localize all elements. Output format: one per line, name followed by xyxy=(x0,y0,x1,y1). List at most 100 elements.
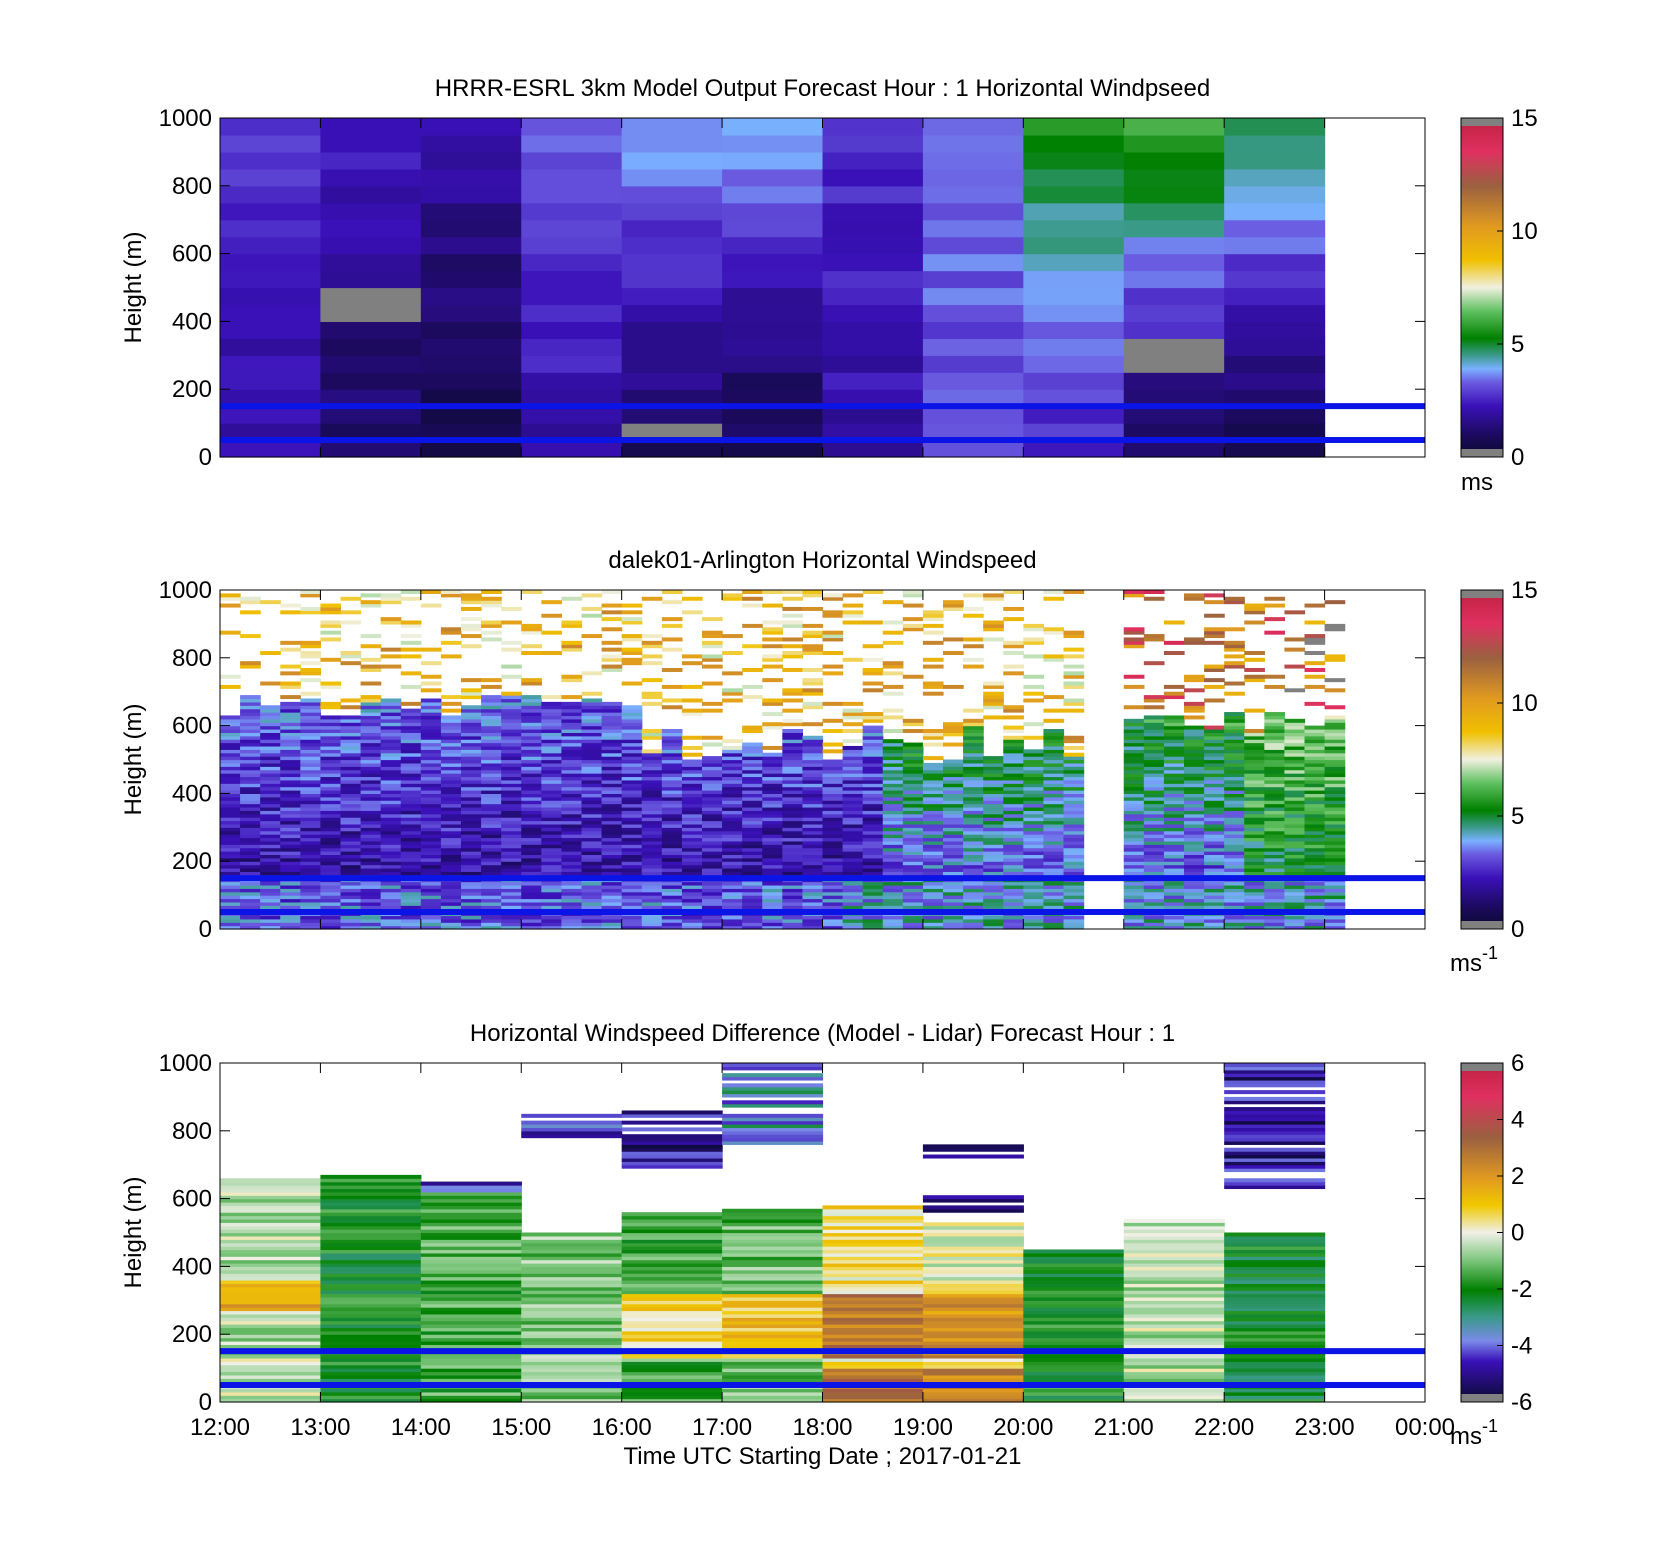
heat-cell xyxy=(1244,800,1265,805)
heat-cell xyxy=(1063,759,1085,764)
heat-cell xyxy=(501,871,522,876)
heat-cell xyxy=(1264,728,1286,733)
heat-cell xyxy=(1063,901,1085,906)
heat-cell xyxy=(581,752,603,757)
heat-cell xyxy=(400,756,422,761)
heat-cell xyxy=(702,769,723,774)
heat-cell xyxy=(541,745,563,750)
heat-cell xyxy=(541,773,563,778)
heat-cell xyxy=(300,776,322,781)
heat-cell xyxy=(842,722,864,727)
heat-cell xyxy=(822,151,924,170)
heat-cell xyxy=(983,705,1004,710)
heat-cell xyxy=(882,773,904,778)
heat-cell xyxy=(1224,861,1245,866)
heat-cell xyxy=(1244,922,1265,927)
heat-cell xyxy=(882,867,904,872)
heat-cell xyxy=(1244,803,1265,808)
heat-cell xyxy=(521,1324,623,1329)
heat-cell xyxy=(661,749,683,754)
heat-cell xyxy=(862,715,884,720)
heat-cell xyxy=(320,1340,422,1345)
heat-cell xyxy=(340,698,362,703)
heat-cell xyxy=(320,1307,422,1312)
heat-cell xyxy=(280,603,301,608)
heat-cell xyxy=(541,847,563,852)
heat-cell xyxy=(822,253,924,272)
heat-cell xyxy=(481,867,502,872)
heat-cell xyxy=(943,823,964,828)
heat-cell xyxy=(1264,813,1286,818)
heat-cell xyxy=(561,834,583,839)
heat-cell xyxy=(902,800,924,805)
heat-cell xyxy=(943,861,964,866)
heat-cell xyxy=(1063,915,1085,920)
heat-cell xyxy=(1184,745,1205,750)
heat-cell xyxy=(260,922,281,927)
heat-cell xyxy=(440,895,462,900)
heat-cell xyxy=(581,793,603,798)
heat-cell xyxy=(722,793,743,798)
heat-cell xyxy=(922,806,944,811)
heat-cell xyxy=(922,640,944,645)
heat-cell xyxy=(742,888,763,893)
heat-cell xyxy=(1123,915,1145,920)
heat-cell xyxy=(420,773,442,778)
heat-cell xyxy=(501,851,522,856)
heat-cell xyxy=(922,810,944,815)
heat-cell xyxy=(461,688,482,693)
heat-cell xyxy=(320,1188,422,1193)
heat-cell xyxy=(1264,803,1286,808)
heat-cell xyxy=(420,790,442,794)
heat-cell xyxy=(782,779,804,784)
heat-cell xyxy=(1063,810,1085,815)
heat-cell xyxy=(240,827,261,832)
heat-cell xyxy=(922,304,1024,322)
heat-cell xyxy=(641,756,663,761)
heat-cell xyxy=(1163,817,1185,822)
heat-cell xyxy=(1123,674,1145,679)
heat-cell xyxy=(1184,705,1205,710)
heat-cell xyxy=(1123,1239,1225,1244)
heat-cell xyxy=(742,823,763,828)
heat-cell xyxy=(1304,773,1326,778)
heat-cell xyxy=(1324,688,1346,693)
heat-cell xyxy=(822,810,844,815)
heat-cell xyxy=(541,881,563,886)
heat-cell xyxy=(320,623,342,628)
heat-cell xyxy=(621,1357,723,1362)
heat-cell xyxy=(822,1286,924,1291)
heat-cell xyxy=(561,695,583,700)
heat-cell xyxy=(722,1398,824,1403)
heat-cell xyxy=(681,708,703,713)
heat-cell xyxy=(561,732,583,737)
heat-cell xyxy=(1123,905,1145,910)
heat-cell xyxy=(1043,840,1065,845)
heat-cell xyxy=(1003,793,1024,798)
heat-cell xyxy=(260,884,281,889)
heat-cell xyxy=(521,1127,623,1132)
heat-cell xyxy=(943,871,964,876)
heat-cell xyxy=(842,823,864,828)
heat-cell xyxy=(922,1290,1024,1295)
heat-cell xyxy=(1163,773,1185,778)
heat-cell xyxy=(1304,769,1326,774)
heat-cell xyxy=(320,1215,422,1220)
heat-cell xyxy=(842,820,864,825)
heat-cell xyxy=(922,881,944,886)
heat-cell xyxy=(581,810,603,815)
heat-cell xyxy=(762,603,783,608)
heat-cell xyxy=(220,1340,322,1345)
heat-cell xyxy=(601,857,623,862)
heat-cell xyxy=(240,834,261,839)
heat-cell xyxy=(1063,674,1085,679)
heat-cell xyxy=(1224,790,1245,794)
heat-cell xyxy=(461,800,482,805)
heat-cell xyxy=(621,820,643,825)
heat-cell xyxy=(842,854,864,859)
heat-cell xyxy=(320,844,342,849)
heat-cell xyxy=(1023,837,1045,842)
heat-cell xyxy=(762,861,783,866)
heat-cell xyxy=(722,820,743,825)
heat-cell xyxy=(1123,236,1225,255)
